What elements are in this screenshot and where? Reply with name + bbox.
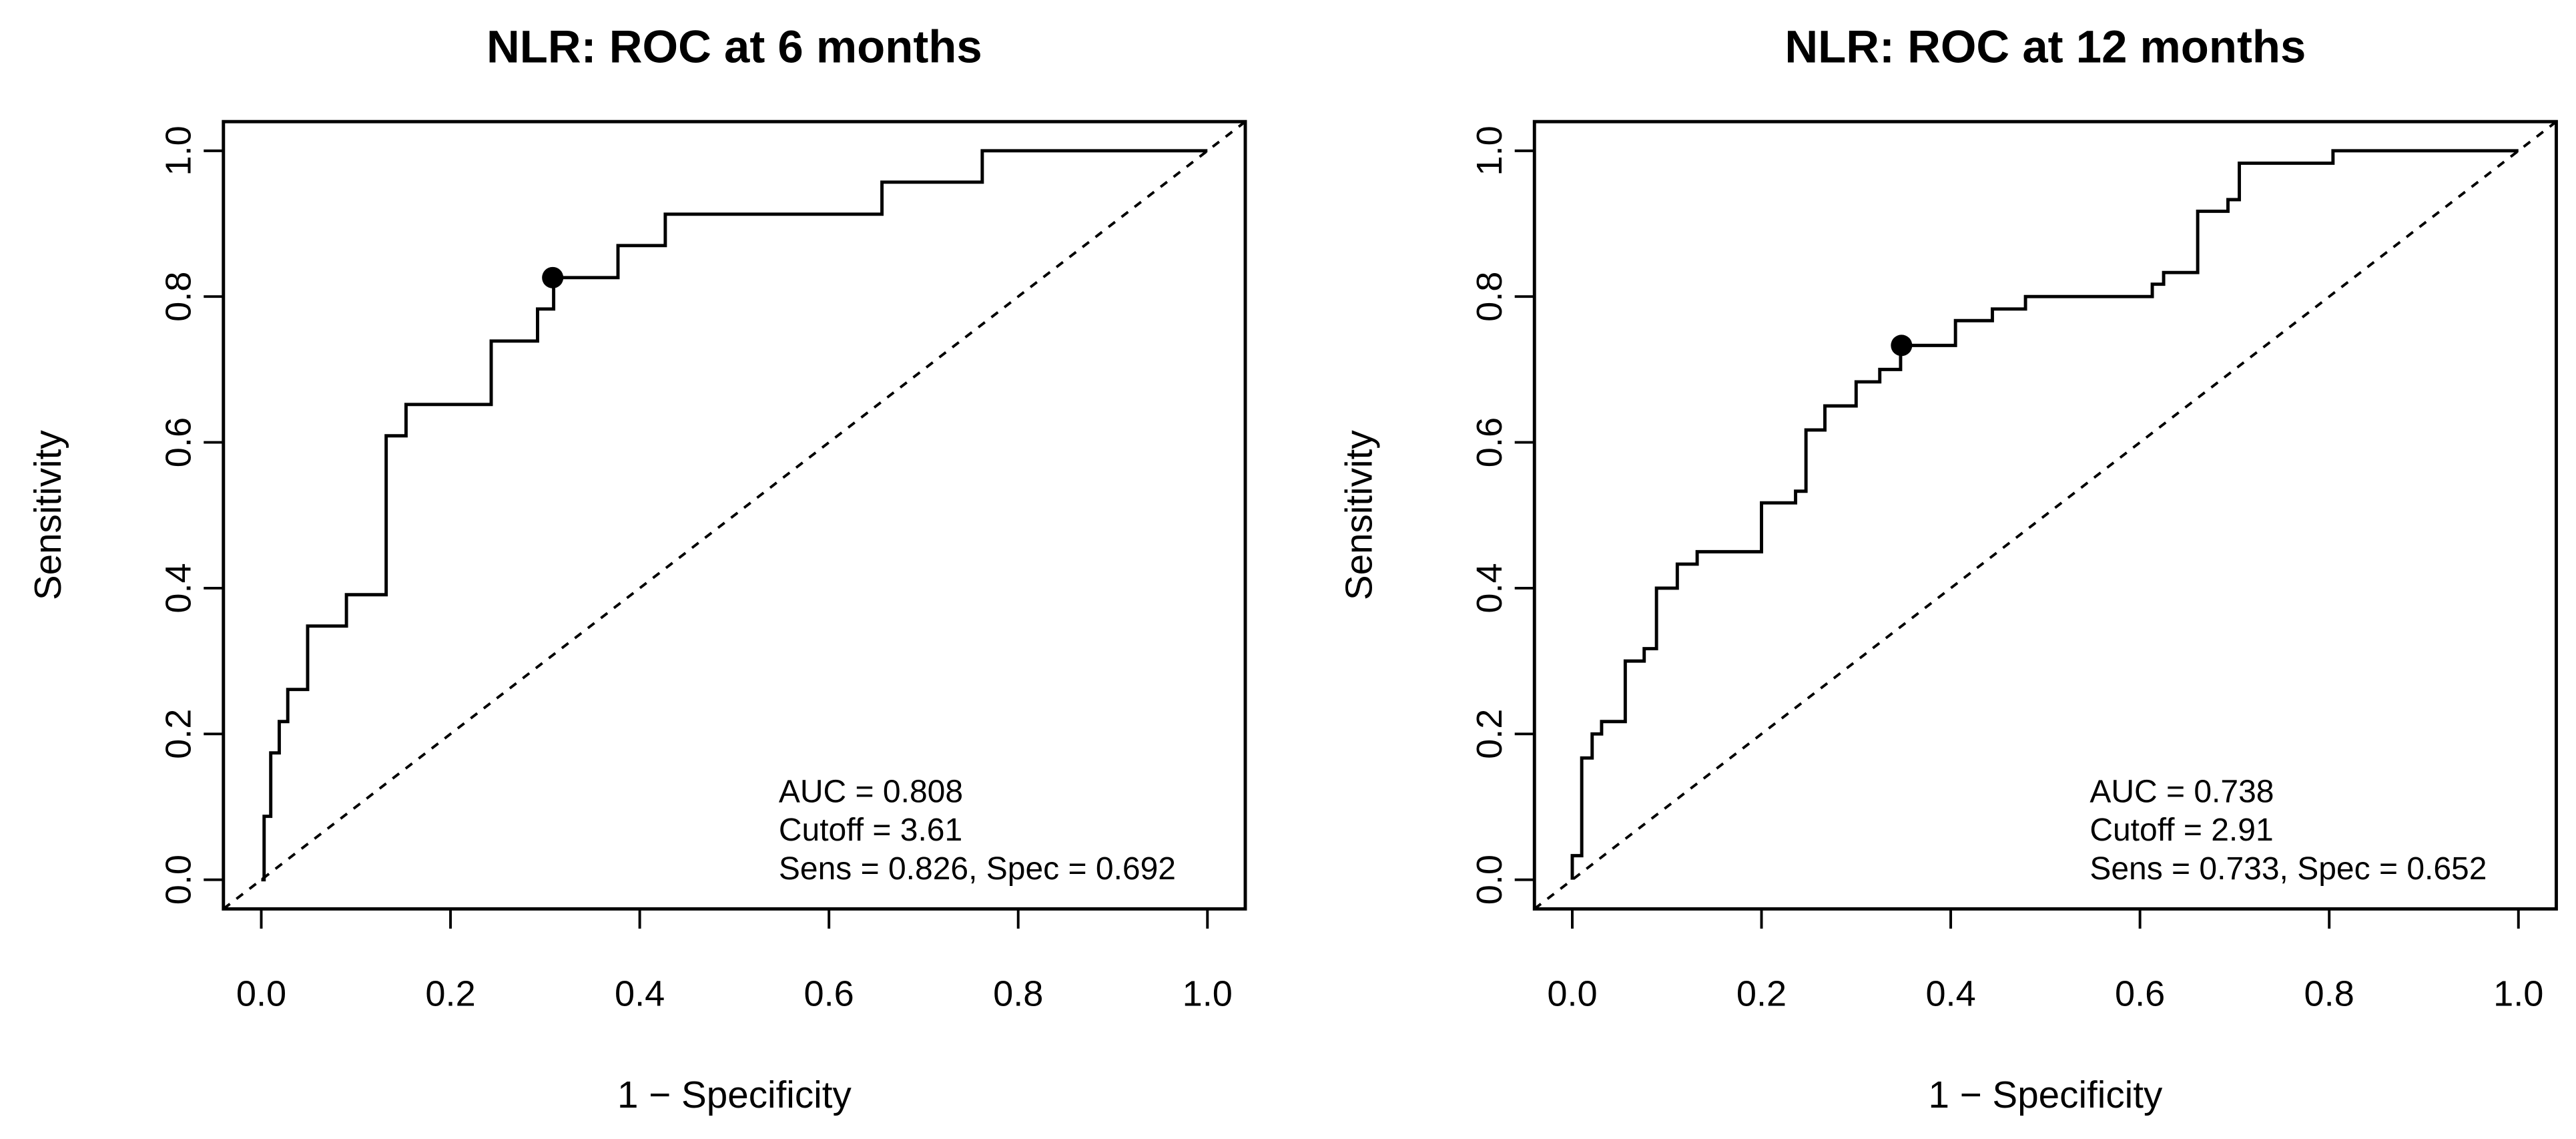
y-tick-label: 0.8 bbox=[1470, 272, 1510, 322]
annotation: AUC = 0.738 bbox=[2089, 774, 2274, 809]
y-tick-label: 0.4 bbox=[159, 563, 199, 613]
reference-line bbox=[222, 120, 1247, 910]
annotation: AUC = 0.808 bbox=[779, 774, 963, 809]
roc-curve bbox=[261, 149, 1208, 882]
x-tick-label: 0.6 bbox=[2115, 974, 2165, 1014]
y-tick-label: 0.0 bbox=[159, 855, 199, 905]
y-tick-label: 1.0 bbox=[159, 126, 199, 176]
y-tick-label: 1.0 bbox=[1470, 126, 1510, 176]
y-axis-label: Sensitivity bbox=[1338, 430, 1380, 601]
x-tick-label: 0.8 bbox=[2304, 974, 2354, 1014]
reference-line bbox=[1534, 120, 2557, 910]
x-tick-label: 0.4 bbox=[1925, 974, 1975, 1014]
y-tick-label: 0.4 bbox=[1470, 563, 1510, 613]
x-axis-label: 1 − Specificity bbox=[617, 1074, 852, 1116]
x-tick-label: 0.2 bbox=[1736, 974, 1787, 1014]
y-tick-label: 0.6 bbox=[1470, 417, 1510, 467]
x-tick-label: 1.0 bbox=[1183, 974, 1233, 1014]
y-axis-label: Sensitivity bbox=[27, 430, 69, 601]
chart-title: NLR: ROC at 6 months bbox=[487, 21, 982, 73]
annotation: Cutoff = 3.61 bbox=[779, 813, 962, 848]
x-tick-label: 0.2 bbox=[425, 974, 475, 1014]
chart-title: NLR: ROC at 12 months bbox=[1785, 21, 2306, 73]
annotation: Cutoff = 2.91 bbox=[2089, 813, 2273, 848]
y-tick-label: 0.2 bbox=[159, 709, 199, 759]
y-tick-label: 0.8 bbox=[159, 272, 199, 322]
x-axis-label: 1 − Specificity bbox=[1928, 1074, 2163, 1116]
cutoff-point bbox=[542, 266, 564, 288]
y-tick-label: 0.0 bbox=[1470, 855, 1510, 905]
annotation: Sens = 0.826, Spec = 0.692 bbox=[779, 851, 1176, 887]
cutoff-point bbox=[1891, 334, 1913, 357]
x-tick-label: 0.4 bbox=[615, 974, 665, 1014]
y-tick-label: 0.2 bbox=[1470, 709, 1510, 759]
roc-curve bbox=[1570, 149, 2519, 880]
x-tick-label: 0.0 bbox=[1547, 974, 1597, 1014]
x-tick-label: 0.0 bbox=[236, 974, 286, 1014]
x-tick-label: 0.6 bbox=[804, 974, 854, 1014]
x-tick-label: 1.0 bbox=[2493, 974, 2543, 1014]
annotation: Sens = 0.733, Spec = 0.652 bbox=[2089, 851, 2487, 887]
y-tick-label: 0.6 bbox=[159, 417, 199, 467]
x-tick-label: 0.8 bbox=[993, 974, 1043, 1014]
